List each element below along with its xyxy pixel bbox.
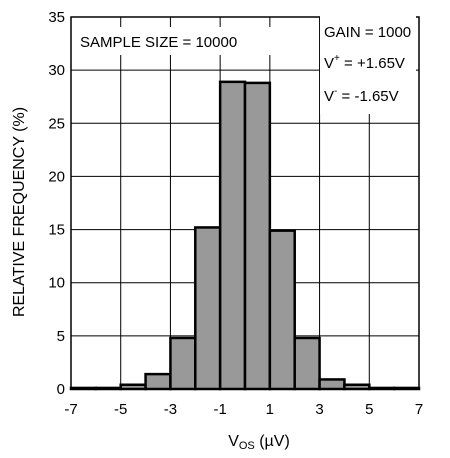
vminus-annotation: V- = -1.65V bbox=[324, 86, 399, 105]
x-tick-label: 3 bbox=[315, 401, 323, 418]
x-tick-label: -5 bbox=[114, 401, 127, 418]
histogram-bar bbox=[218, 80, 247, 391]
gain-annotation: GAIN = 1000 bbox=[324, 24, 411, 41]
plot-frame bbox=[70, 16, 420, 390]
y-tick-label: 10 bbox=[48, 275, 65, 292]
histogram-bar bbox=[144, 372, 172, 391]
histogram-bar bbox=[243, 81, 272, 391]
sample-size-box bbox=[74, 27, 282, 55]
y-tick-label: 0 bbox=[57, 381, 65, 398]
x-tick-label: 5 bbox=[365, 401, 373, 418]
y-tick-label: 25 bbox=[48, 115, 65, 132]
sample-size-annotation: SAMPLE SIZE = 10000 bbox=[80, 34, 237, 51]
x-tick-label: -1 bbox=[213, 401, 226, 418]
y-tick-label: 20 bbox=[48, 168, 65, 185]
y-axis-label: RELATIVE FREQUENCY (%) bbox=[11, 107, 28, 317]
histogram-bar bbox=[268, 229, 296, 391]
histogram-bar bbox=[318, 378, 346, 391]
y-tick-labels: 0 5 10 15 20 25 30 35 bbox=[48, 9, 65, 398]
y-tick-label: 5 bbox=[57, 328, 65, 345]
x-tick-label: 7 bbox=[415, 401, 423, 418]
y-tick-label: 35 bbox=[48, 9, 65, 26]
y-tick-label: 30 bbox=[48, 62, 65, 79]
x-tick-label: -7 bbox=[64, 401, 77, 418]
histogram-bar bbox=[169, 336, 197, 391]
y-tick-label: 15 bbox=[48, 222, 65, 239]
x-axis-label: VOS (µV) bbox=[228, 433, 290, 452]
vplus-annotation: V+ = +1.65V bbox=[324, 53, 405, 72]
conditions-box bbox=[320, 15, 416, 114]
x-tick-labels: -7 -5 -3 -1 1 3 5 7 bbox=[64, 401, 423, 418]
x-tick-label: -3 bbox=[164, 401, 177, 418]
x-tick-label: 1 bbox=[266, 401, 274, 418]
histogram-bar bbox=[293, 336, 321, 391]
histogram-bars bbox=[69, 80, 421, 391]
histogram-bar bbox=[194, 226, 222, 391]
